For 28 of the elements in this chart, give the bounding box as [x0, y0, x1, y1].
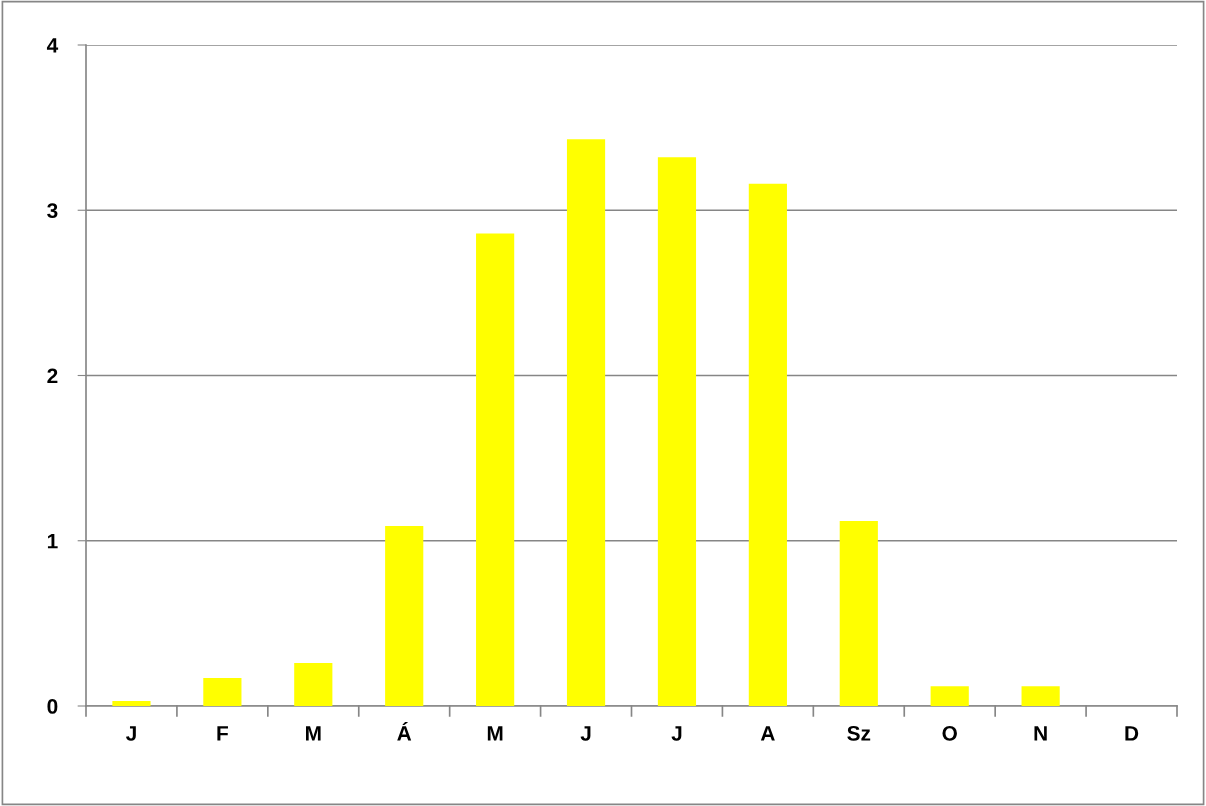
- y-tick-label: 3: [47, 203, 58, 219]
- x-tick-label: J: [671, 726, 682, 741]
- x-tick-label: D: [1125, 726, 1139, 741]
- x-tick-label: M: [306, 726, 321, 741]
- bar: [657, 157, 697, 706]
- bar: [930, 686, 969, 706]
- bar: [385, 525, 424, 706]
- y-tick-label: 0: [47, 699, 58, 714]
- x-tick-label: J: [125, 726, 136, 741]
- x-tick-label: Á: [397, 722, 412, 741]
- y-tick-label: 1: [47, 533, 58, 549]
- x-tick-label: O: [942, 725, 957, 741]
- x-tick-label: A: [760, 726, 775, 741]
- bar: [476, 233, 515, 706]
- y-tick-label: 2: [47, 368, 58, 384]
- x-tick-label: M: [487, 726, 503, 741]
- x-tick-label: Sz: [847, 725, 871, 741]
- bar: [566, 139, 606, 706]
- y-tick-label: 4: [46, 38, 59, 53]
- bar: [1021, 686, 1060, 706]
- bar: [112, 701, 151, 706]
- bar: [748, 183, 787, 706]
- bar: [294, 663, 333, 706]
- x-tick-label: N: [1034, 726, 1047, 741]
- x-tick-label: J: [580, 726, 591, 741]
- bar: [839, 520, 878, 706]
- bar: [203, 677, 242, 706]
- x-tick-label: F: [217, 726, 228, 741]
